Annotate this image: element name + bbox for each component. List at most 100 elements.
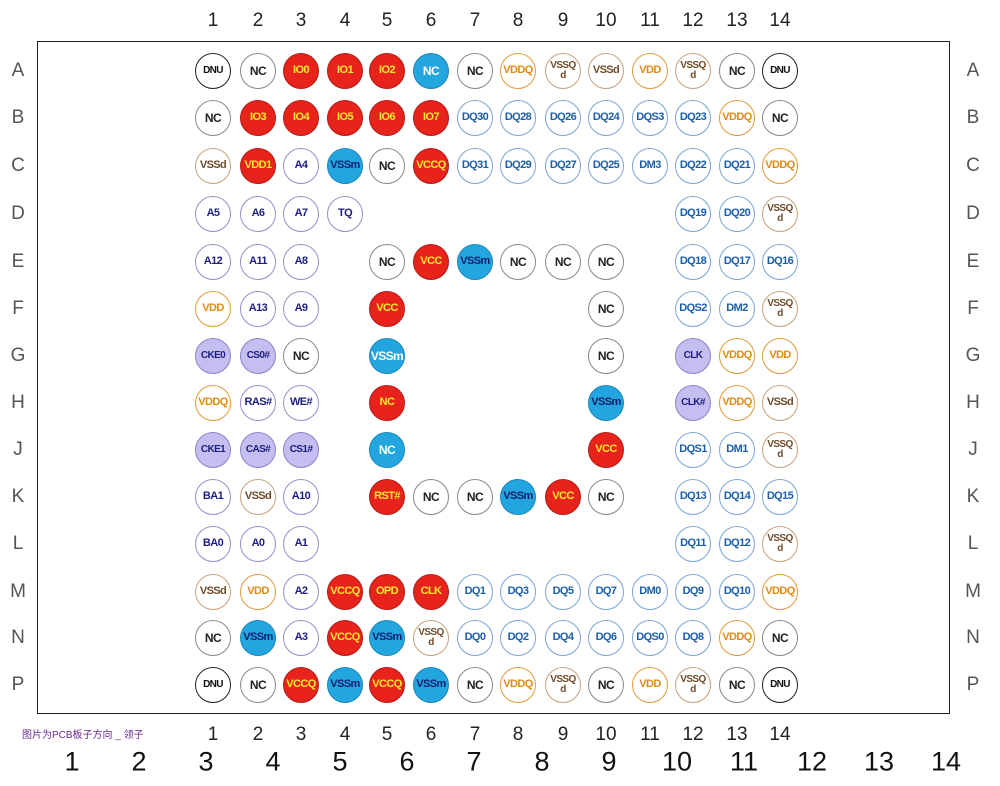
ball-label: NC bbox=[728, 677, 746, 692]
ball-label: DQ24 bbox=[592, 111, 620, 124]
ball-N4: VCCQ bbox=[327, 620, 363, 656]
ball-label: NC bbox=[728, 63, 746, 78]
ball-label: CKE1 bbox=[200, 443, 226, 455]
ball-B10: DQ24 bbox=[588, 100, 624, 136]
row-label-right: P bbox=[966, 674, 980, 695]
ball-label: IO2 bbox=[379, 64, 396, 77]
ball-label: VCCQ bbox=[286, 678, 316, 691]
ball-label: VSSm bbox=[330, 678, 360, 691]
ball-label: VDD bbox=[639, 64, 661, 77]
ball-label: DQS1 bbox=[679, 443, 707, 456]
ball-C10: DQ25 bbox=[588, 148, 624, 184]
ball-label: NC bbox=[204, 630, 222, 645]
ball-label: DQ13 bbox=[679, 490, 707, 503]
ball-M4: VCCQ bbox=[327, 574, 363, 610]
column-label-bottom: 5 bbox=[381, 724, 393, 745]
row-label-right: E bbox=[966, 251, 980, 272]
ball-N2: VSSm bbox=[240, 620, 276, 656]
ball-A12: VSSQ d bbox=[675, 53, 711, 89]
ball-P7: NC bbox=[457, 667, 493, 703]
ball-N6: VSSQ d bbox=[413, 620, 449, 656]
ball-label: VDD bbox=[639, 678, 661, 691]
ball-label: VSSQ bbox=[680, 673, 706, 685]
ball-J1: CKE1 bbox=[195, 432, 231, 468]
column-label-bottom: 6 bbox=[425, 724, 437, 745]
ball-E13: DQ17 bbox=[719, 244, 755, 280]
ball-C12: DQ22 bbox=[675, 148, 711, 184]
ball-label: DQ28 bbox=[504, 111, 532, 124]
row-label-left: E bbox=[11, 251, 25, 272]
ball-label: DQ30 bbox=[461, 111, 489, 124]
ball-label: VDD bbox=[247, 585, 269, 598]
ball-K9: VCC bbox=[545, 479, 581, 515]
ball-label: d bbox=[560, 684, 566, 695]
ball-C13: DQ21 bbox=[719, 148, 755, 184]
ball-P13: NC bbox=[719, 667, 755, 703]
column-label-bottom: 11 bbox=[640, 724, 660, 745]
row-label-left: H bbox=[11, 392, 25, 413]
ball-label: NC bbox=[771, 630, 789, 645]
ball-N11: DQS0 bbox=[632, 620, 668, 656]
row-label-right: G bbox=[965, 345, 981, 366]
ball-H1: VDDQ bbox=[195, 385, 231, 421]
ball-label: CS1# bbox=[289, 443, 313, 455]
ball-label: d bbox=[690, 70, 696, 81]
ball-E6: VCC bbox=[413, 244, 449, 280]
ball-label: CLK# bbox=[681, 396, 705, 408]
ball-A8: VDDQ bbox=[500, 53, 536, 89]
ball-label: VCCQ bbox=[372, 678, 402, 691]
ball-label: VSSQ bbox=[418, 626, 444, 638]
ball-label: DQ16 bbox=[766, 255, 794, 268]
ball-C9: DQ27 bbox=[545, 148, 581, 184]
bottom-number: 14 bbox=[930, 746, 962, 777]
ball-label: IO0 bbox=[293, 64, 310, 77]
ball-A7: NC bbox=[457, 53, 493, 89]
row-label-left: P bbox=[11, 674, 25, 695]
ball-label: NC bbox=[466, 489, 484, 504]
ball-H3: WE# bbox=[283, 385, 319, 421]
ball-label: DM0 bbox=[639, 585, 661, 598]
bottom-number: 4 bbox=[265, 746, 281, 777]
ball-label: CKE0 bbox=[200, 349, 226, 361]
ball-label: NC bbox=[554, 254, 572, 269]
ball-label: A5 bbox=[206, 207, 220, 220]
ball-M1: VSSd bbox=[195, 574, 231, 610]
ball-label: DQ1 bbox=[464, 585, 486, 598]
column-label-bottom: 7 bbox=[469, 724, 481, 745]
ball-E1: A12 bbox=[195, 244, 231, 280]
ball-label: DM3 bbox=[639, 159, 661, 172]
ball-A4: IO1 bbox=[327, 53, 363, 89]
ball-E8: NC bbox=[500, 244, 536, 280]
row-label-left: J bbox=[13, 439, 23, 460]
ball-P3: VCCQ bbox=[283, 667, 319, 703]
ball-N12: DQ8 bbox=[675, 620, 711, 656]
ball-label: VCC bbox=[376, 302, 398, 315]
ball-J10: VCC bbox=[588, 432, 624, 468]
column-label-bottom: 8 bbox=[512, 724, 524, 745]
ball-B1: NC bbox=[195, 100, 231, 136]
ball-P12: VSSQ d bbox=[675, 667, 711, 703]
column-label-bottom: 12 bbox=[682, 724, 704, 745]
ball-A9: VSSQ d bbox=[545, 53, 581, 89]
ball-M2: VDD bbox=[240, 574, 276, 610]
bottom-number: 1 bbox=[64, 746, 80, 777]
ball-M8: DQ3 bbox=[500, 574, 536, 610]
ball-label: DQ10 bbox=[723, 585, 751, 598]
ball-B14: NC bbox=[762, 100, 798, 136]
bottom-number: 6 bbox=[399, 746, 415, 777]
ball-M13: DQ10 bbox=[719, 574, 755, 610]
ball-label: IO5 bbox=[337, 111, 354, 124]
ball-B4: IO5 bbox=[327, 100, 363, 136]
ball-P4: VSSm bbox=[327, 667, 363, 703]
ball-label: DNU bbox=[203, 64, 223, 76]
ball-label: NC bbox=[597, 301, 615, 316]
ball-C7: DQ31 bbox=[457, 148, 493, 184]
ball-label: VSSd bbox=[244, 490, 272, 503]
column-label-top: 12 bbox=[682, 10, 704, 31]
ball-G3: NC bbox=[283, 338, 319, 374]
column-label-top: 4 bbox=[339, 10, 351, 31]
ball-K12: DQ13 bbox=[675, 479, 711, 515]
ball-N8: DQ2 bbox=[500, 620, 536, 656]
ball-A3: IO0 bbox=[283, 53, 319, 89]
ball-label: NC bbox=[378, 254, 396, 269]
